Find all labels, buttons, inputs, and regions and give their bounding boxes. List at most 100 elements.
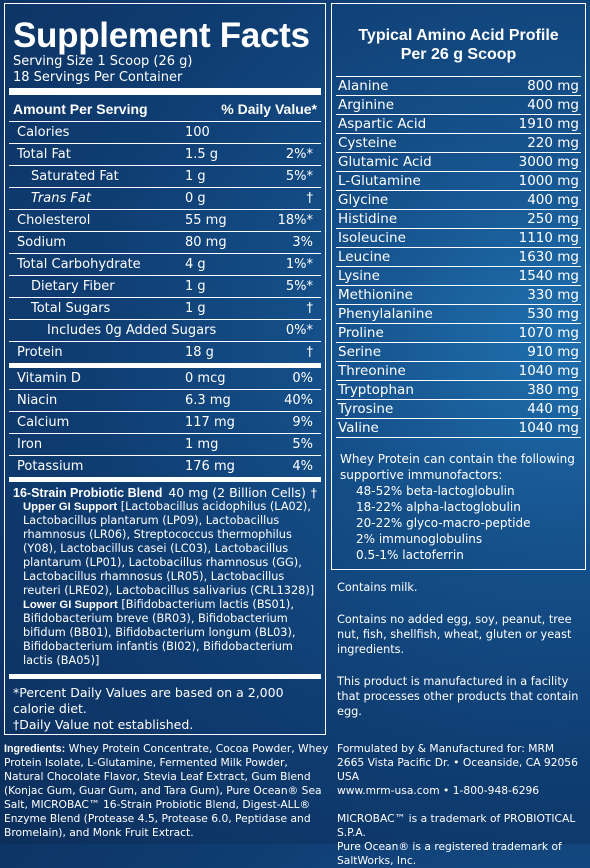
servings-per-container: 18 Servings Per Container (13, 70, 183, 85)
probiotic-blend: 16-Strain Probiotic Blend 40 mg (2 Billi… (5, 482, 325, 674)
vitamin-dv: 40% (284, 393, 313, 408)
nutrient-dv (245, 124, 313, 141)
vitamin-name: Niacin (17, 393, 58, 408)
amino-acid-amount: 3000 mg (518, 154, 579, 170)
nutrient-amount: 55 mg (185, 213, 227, 228)
lower-gi-text: [Bifidobacterium lactis (BS01), Bifidoba… (23, 598, 296, 667)
amino-acid-amount: 220 mg (527, 135, 579, 151)
supplement-facts-title: Supplement Facts (13, 16, 310, 55)
trademark-pure-ocean: Pure Ocean® is a registered trademark of… (337, 840, 562, 867)
amino-acid-name: Lysine (338, 268, 380, 284)
nutrient-dv: 3% (292, 235, 313, 250)
nutrient-amount: 0 g (185, 191, 206, 206)
amino-acid-row: Aspartic Acid 1910 mg (336, 115, 581, 134)
nutrient-name: Sodium (17, 235, 66, 250)
whey-item: 2% immunoglobulins (356, 532, 483, 546)
upper-gi-label: Upper GI Support (23, 501, 118, 513)
amino-acid-list: Alanine 800 mg Arginine 400 mg Aspartic Acid… (336, 76, 581, 438)
nutrient-row: Dietary Fiber 1 g 5%* (9, 276, 321, 298)
amino-acid-name: Tyrosine (338, 401, 394, 417)
footnote-dv: *Percent Daily Values are based on a 2,0… (13, 685, 284, 716)
amino-acid-amount: 380 mg (527, 382, 579, 398)
amino-acid-row: Phenylalanine 530 mg (336, 305, 581, 324)
amino-acid-name: Glutamic Acid (338, 154, 432, 170)
amino-acid-name: Cysteine (338, 135, 397, 151)
whey-immunofactors: Whey Protein can contain the following s… (340, 451, 579, 563)
vitamin-amount: 1 mg (185, 437, 219, 452)
nutrient-dv: 5%* (285, 169, 313, 184)
amino-acid-amount: 1110 mg (518, 230, 579, 246)
amino-acid-amount: 910 mg (527, 344, 579, 360)
amino-acid-name: Arginine (338, 97, 395, 113)
probiotic-amount: 40 mg (2 Billion Cells) (168, 485, 306, 500)
nutrient-amount: 1 g (185, 279, 206, 294)
amino-acid-amount: 400 mg (527, 192, 579, 208)
vitamin-amount: 176 mg (185, 459, 235, 474)
nutrient-name: Protein (17, 345, 63, 360)
nutrient-name: Calories (17, 125, 70, 140)
footnotes: *Percent Daily Values are based on a 2,0… (5, 679, 325, 739)
nutrient-row: Includes 0g Added Sugars 0%* (9, 320, 321, 342)
vitamin-name: Calcium (17, 415, 70, 430)
serving-size: Serving Size 1 Scoop (26 g) (13, 54, 193, 69)
nutrient-row: Total Sugars 1 g † (9, 298, 321, 320)
amino-acid-amount: 1070 mg (518, 325, 579, 341)
header-dv: % Daily Value* (221, 101, 317, 117)
vitamin-dv: 9% (292, 415, 313, 430)
nutrient-row: Sodium 80 mg 3% (9, 232, 321, 254)
vitamin-dv: 0% (292, 371, 313, 386)
lower-gi-label: Lower GI Support (23, 599, 118, 611)
vitamin-row: Calcium 117 mg 9% (9, 412, 321, 434)
amino-acid-amount: 400 mg (527, 97, 579, 113)
vitamin-row: Iron 1 mg 5% (9, 434, 321, 456)
nutrient-row: Total Carbohydrate 4 g 1%* (9, 254, 321, 276)
amino-title-line2: Per 26 g Scoop (400, 46, 517, 63)
nutrient-name: Total Sugars (31, 301, 111, 316)
vitamin-name: Vitamin D (17, 371, 81, 386)
whey-intro: Whey Protein can contain the following s… (340, 452, 575, 482)
nutrient-row: Total Fat 1.5 g 2%* (9, 144, 321, 166)
amino-acid-row: Isoleucine 1110 mg (336, 229, 581, 248)
divider (9, 121, 321, 122)
amino-title-line1: Typical Amino Acid Profile (358, 27, 559, 44)
nutrient-row: Saturated Fat 1 g 5%* (9, 166, 321, 188)
amino-acid-row: Lysine 1540 mg (336, 267, 581, 286)
nutrient-amount: 18 g (185, 345, 214, 360)
amino-acid-name: Histidine (338, 211, 398, 227)
nutrient-name: Includes 0g Added Sugars (47, 323, 217, 338)
vitamin-amount: 0 mcg (185, 371, 226, 386)
nutrient-amount: 1 g (185, 169, 206, 184)
amino-acid-amount: 1540 mg (518, 268, 579, 284)
nutrient-dv: 0%* (285, 323, 313, 338)
allergen-free-statement: Contains no added egg, soy, peanut, tree… (337, 613, 572, 656)
nutrient-name: Total Carbohydrate (17, 257, 141, 272)
nutrient-row: Cholesterol 55 mg 18%* (9, 210, 321, 232)
nutrient-dv: 1%* (285, 257, 313, 272)
divider (9, 674, 321, 679)
amino-acid-row: Valine 1040 mg (336, 419, 581, 438)
column-header: Amount Per Serving % Daily Value* (5, 95, 325, 121)
nutrient-dv: 2%* (285, 147, 313, 162)
nutrient-name: Total Fat (17, 147, 71, 162)
amino-acid-amount: 530 mg (527, 306, 579, 322)
nutrient-dv: † (306, 301, 314, 316)
amino-acid-amount: 250 mg (527, 211, 579, 227)
upper-gi-text: [Lactobacillus acidophilus (LA02), Lacto… (23, 500, 315, 597)
trademark-microbac: MICROBAC™ is a trademark of PROBIOTICAL … (337, 812, 576, 839)
amino-acid-name: Isoleucine (338, 230, 406, 246)
amino-acid-name: Tryptophan (338, 382, 414, 398)
amino-acid-row: L-Glutamine 1000 mg (336, 172, 581, 191)
amino-acid-amount: 1000 mg (518, 173, 579, 189)
upper-gi-support: Upper GI Support [Lactobacillus acidophi… (13, 500, 317, 598)
amino-acid-row: Proline 1070 mg (336, 324, 581, 343)
amino-acid-panel: Typical Amino Acid Profile Per 26 g Scoo… (331, 3, 586, 570)
manufacturer-contact: www.mrm-usa.com • 1-800-948-6296 (337, 784, 540, 797)
amino-acid-name: Leucine (338, 249, 391, 265)
divider (9, 88, 321, 95)
amino-acid-amount: 330 mg (527, 287, 579, 303)
amino-acid-amount: 440 mg (527, 401, 579, 417)
footnote-dagger: †Daily Value not established. (13, 717, 194, 732)
nutrient-dv: † (306, 345, 314, 360)
nutrient-amount: 80 mg (185, 235, 227, 250)
lower-gi-support: Lower GI Support [Bifidobacterium lactis… (13, 598, 317, 668)
